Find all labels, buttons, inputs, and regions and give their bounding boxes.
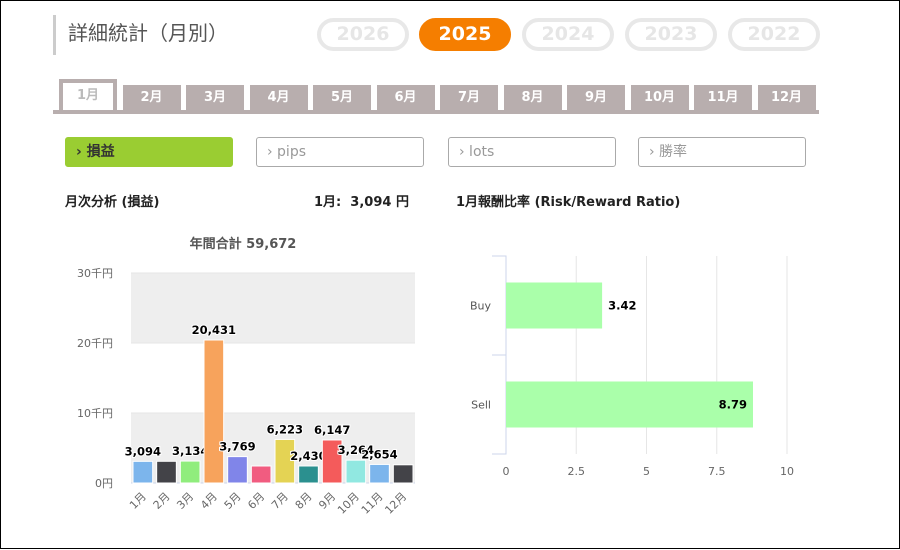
tab-month-1[interactable]: 1月 [59,79,117,110]
month-value: 1月: 3,094 円 [314,195,409,210]
metric-button-0[interactable]: › 損益 [65,137,233,167]
y-category-label: Buy [470,300,492,313]
bar-11[interactable] [369,463,390,484]
plot-band [131,273,415,343]
data-label: 6,223 [267,422,303,436]
data-label: 3,094 [125,444,161,458]
x-tick-label: 3月 [174,490,196,512]
data-label: 8.79 [719,398,747,412]
y-tick-label: 30千円 [77,267,113,280]
data-label: 20,431 [192,323,236,337]
data-label: 2,654 [361,447,397,461]
x-tick-label: 5 [643,465,650,478]
tab-month-5[interactable]: 5月 [313,85,371,110]
year-pill-2024[interactable]: 2024 [522,18,614,51]
tab-month-12[interactable]: 12月 [757,85,816,110]
tab-month-9[interactable]: 9月 [567,85,625,110]
ratio-heading: 1月報酬比率 (Risk/Reward Ratio) [456,195,681,210]
tab-month-7[interactable]: 7月 [440,85,498,110]
bar-2[interactable] [156,460,177,484]
x-tick-label: 7月 [269,490,291,512]
year-pill-2026[interactable]: 2026 [317,18,409,51]
x-tick-label: 7.5 [708,465,726,478]
x-tick-label: 11月 [359,490,386,517]
x-tick-label: 6月 [245,490,267,512]
data-label: 3,264 [338,443,374,457]
ratio-bar-buy[interactable] [506,282,603,329]
year-pill-2025[interactable]: 2025 [419,18,511,51]
tab-month-3[interactable]: 3月 [186,85,244,110]
data-label: 3,134 [172,444,208,458]
monthly-analysis-heading: 月次分析 (損益) [65,195,160,210]
y-tick-label: 10千円 [77,407,113,420]
bar-4[interactable] [203,339,225,484]
y-tick-label: 0円 [95,477,113,490]
bar-5[interactable] [227,456,248,484]
metric-button-1[interactable]: › pips [256,137,424,167]
data-label: 3,769 [219,440,255,454]
x-tick-label: 2.5 [568,465,586,478]
tab-month-11[interactable]: 11月 [694,85,752,110]
tab-month-6[interactable]: 6月 [376,85,435,110]
tab-month-8[interactable]: 8月 [503,85,562,110]
bar-3[interactable] [179,460,201,484]
x-tick-label: 10月 [335,490,362,517]
x-tick-label: 4月 [198,490,220,512]
tab-month-4[interactable]: 4月 [249,85,308,110]
bar-6[interactable] [250,465,272,484]
month-tabs: 1月 2月 3月 4月 5月 6月 7月 8月 9月 10月 11月 12月 [53,79,819,114]
x-tick-label: 1月 [127,490,149,512]
x-tick-label: 2月 [151,490,173,512]
bar-7[interactable] [274,438,296,484]
tab-month-10[interactable]: 10月 [630,85,689,110]
data-label: 6,147 [314,423,350,437]
data-label: 2,430 [290,449,326,463]
metric-button-3[interactable]: › 勝率 [638,137,806,167]
data-label: 3.42 [608,299,636,313]
x-tick-label: 5月 [222,490,244,512]
year-pill-2022[interactable]: 2022 [728,18,820,51]
tab-month-2[interactable]: 2月 [122,85,181,110]
page-title: 詳細統計（月別） [53,15,228,55]
x-tick-label: 0 [503,465,510,478]
plot-band [131,413,415,483]
year-pill-2023[interactable]: 2023 [625,18,717,51]
ratio-bar-sell[interactable] [506,381,753,428]
metric-button-2[interactable]: › lots [448,137,616,167]
y-axis [492,255,507,455]
x-tick-label: 8月 [293,490,315,512]
x-tick-label: 10 [780,465,794,478]
bar-1[interactable] [132,460,154,484]
x-tick-label: 12月 [382,490,409,517]
y-category-label: Sell [471,399,491,412]
bar-9[interactable] [321,439,343,484]
y-tick-label: 20千円 [77,337,113,350]
chart-title: 年間合計 59,672 [190,236,297,252]
bar-12[interactable] [392,464,414,484]
bar-10[interactable] [345,459,367,484]
bar-8[interactable] [298,465,319,484]
